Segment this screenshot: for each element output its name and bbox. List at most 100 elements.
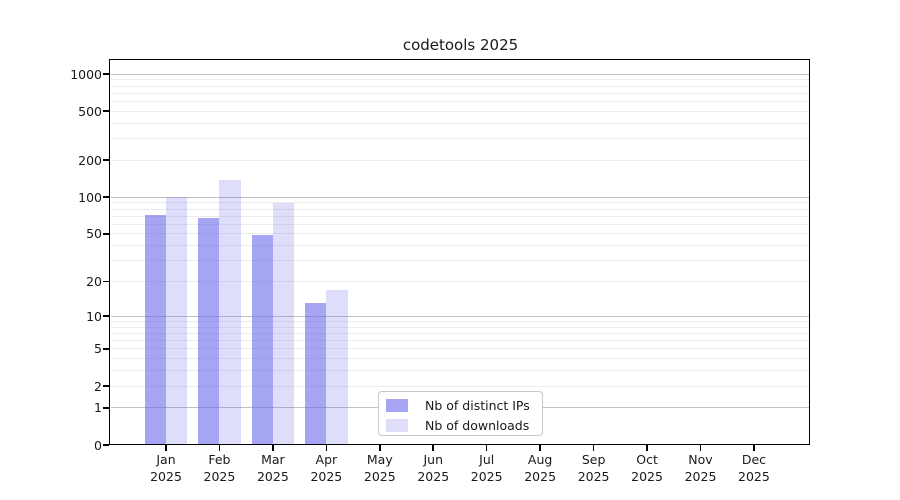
x-tick-label-jun: Jun 2025: [398, 451, 468, 485]
x-tick-month: Dec: [741, 452, 767, 467]
minor-gridline: [111, 79, 810, 81]
minor-gridline: [111, 340, 810, 342]
x-tick-year: 2025: [684, 469, 717, 484]
minor-gridline: [111, 385, 810, 387]
legend: Nb of distinct IPs Nb of downloads: [378, 391, 543, 436]
x-tick-mark: [218, 445, 221, 451]
legend-label-downloads: Nb of downloads: [425, 418, 530, 433]
legend-entry-distinct-ips: Nb of distinct IPs: [386, 397, 534, 414]
y-tick-mark: [103, 73, 109, 75]
x-tick-year: 2025: [470, 469, 503, 484]
chart-title: codetools 2025: [402, 36, 519, 54]
x-tick-year: 2025: [417, 469, 450, 484]
y-tick-mark: [103, 196, 109, 198]
x-tick-year: 2025: [256, 469, 289, 484]
minor-gridline: [111, 122, 810, 124]
major-gridline: [111, 315, 810, 317]
y-tick-mark: [103, 406, 109, 409]
minor-gridline: [111, 92, 810, 94]
x-tick-month: Jan: [156, 452, 176, 467]
x-tick-mark: [485, 445, 488, 451]
bar-downloads-mar: [272, 202, 295, 444]
x-tick-mark: [432, 445, 435, 451]
minor-gridline: [111, 260, 810, 262]
minor-gridline: [111, 348, 810, 350]
x-tick-month: Aug: [527, 452, 553, 467]
x-tick-year: 2025: [363, 469, 396, 484]
x-tick-label-jan: Jan 2025: [131, 451, 201, 485]
minor-gridline: [111, 208, 810, 210]
bar-distinct-ips-apr: [304, 303, 327, 444]
minor-gridline: [111, 245, 810, 247]
y-tick-label: 500: [78, 103, 102, 119]
x-tick-label-sep: Sep 2025: [559, 451, 629, 485]
y-tick-label: 200: [78, 152, 102, 168]
x-tick-month: May: [366, 452, 393, 467]
minor-gridline: [111, 358, 810, 360]
x-tick-label-dec: Dec 2025: [719, 451, 789, 485]
x-tick-mark: [165, 445, 167, 451]
x-tick-month: Apr: [315, 452, 338, 467]
x-tick-label-oct: Oct 2025: [612, 451, 682, 485]
y-tick-label: 10: [86, 308, 102, 324]
y-tick-label: 50: [86, 226, 102, 242]
y-tick-mark: [103, 315, 109, 318]
x-tick-label-feb: Feb 2025: [184, 451, 254, 485]
x-tick-mark: [272, 445, 274, 451]
y-tick-label: 100: [78, 189, 102, 205]
x-tick-year: 2025: [631, 469, 663, 484]
legend-swatch-distinct-ips: [386, 399, 408, 412]
x-tick-year: 2025: [150, 469, 182, 484]
bar-downloads-apr: [326, 289, 348, 444]
x-tick-month: Jul: [479, 452, 495, 467]
x-tick-year: 2025: [524, 469, 557, 484]
bar-distinct-ips-feb: [198, 217, 220, 444]
y-tick-mark: [103, 110, 109, 113]
minor-gridline: [111, 320, 810, 322]
minor-gridline: [111, 223, 810, 225]
x-tick-month: Oct: [636, 452, 658, 467]
minor-gridline: [111, 326, 810, 328]
legend-swatch-downloads: [386, 419, 408, 432]
minor-gridline: [111, 370, 810, 372]
y-tick-label: 20: [86, 274, 102, 290]
x-tick-mark: [699, 445, 702, 451]
minor-gridline: [111, 110, 810, 112]
y-tick-mark: [103, 444, 109, 446]
bar-downloads-feb: [219, 179, 241, 444]
x-tick-label-may: May 2025: [345, 451, 415, 485]
x-tick-month: Feb: [208, 452, 231, 467]
minor-gridline: [111, 85, 810, 87]
bar-downloads-jan: [166, 197, 188, 444]
x-tick-label-aug: Aug 2025: [505, 451, 575, 485]
plot-area: [109, 59, 810, 445]
y-tick-label: 1: [94, 400, 102, 416]
minor-gridline: [111, 215, 810, 217]
minor-gridline: [111, 202, 810, 204]
minor-gridline: [111, 281, 810, 283]
y-tick-mark: [103, 348, 109, 350]
y-tick-mark: [103, 385, 109, 387]
x-tick-month: Sep: [581, 452, 606, 467]
y-tick-label: 0: [94, 437, 102, 453]
minor-gridline: [111, 100, 810, 102]
major-gridline: [111, 196, 810, 198]
minor-gridline: [111, 332, 810, 334]
y-tick-mark: [103, 159, 109, 162]
x-tick-year: 2025: [577, 469, 610, 484]
x-tick-label-nov: Nov 2025: [666, 451, 736, 485]
x-tick-mark: [539, 445, 541, 451]
x-tick-month: Nov: [688, 452, 713, 467]
y-tick-label: 2: [94, 378, 102, 394]
major-gridline: [111, 73, 810, 75]
minor-gridline: [111, 159, 810, 161]
x-tick-mark: [646, 445, 648, 451]
bar-distinct-ips-mar: [251, 234, 273, 444]
y-tick-mark: [103, 280, 109, 283]
legend-entry-downloads: Nb of downloads: [386, 417, 534, 434]
x-tick-month: Mar: [261, 452, 285, 467]
x-tick-label-mar: Mar 2025: [238, 451, 308, 485]
y-tick-label: 1000: [70, 66, 102, 82]
x-tick-label-apr: Apr 2025: [291, 451, 361, 485]
